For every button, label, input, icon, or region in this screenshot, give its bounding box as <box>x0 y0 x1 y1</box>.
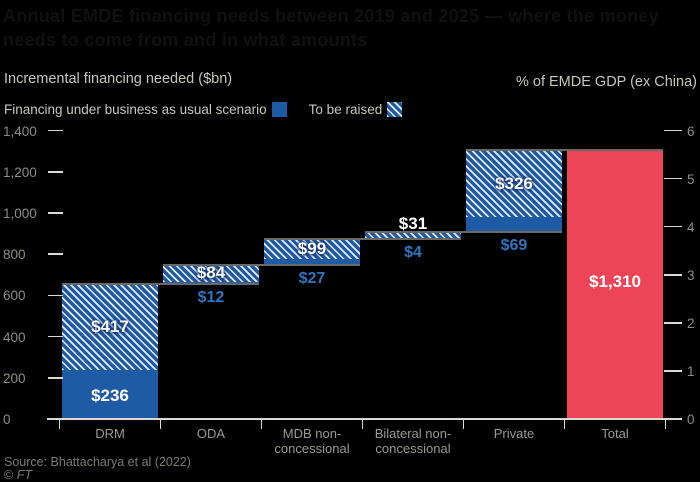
left-axis-tick-label: 0 <box>3 412 11 427</box>
source-note: Source: Bhattacharya et al (2022) <box>4 455 191 469</box>
left-axis-tick <box>48 335 63 338</box>
right-axis-title: % of EMDE GDP (ex China) <box>515 74 697 90</box>
category-label: concessional <box>274 441 350 456</box>
legend-label-bau: Financing under business as usual scenar… <box>4 101 267 117</box>
category-tick <box>58 419 61 429</box>
left-axis-tick-label: 1,000 <box>3 206 37 221</box>
bar-oda-raised <box>163 264 259 282</box>
left-axis-tick-label: 1,400 <box>3 123 37 139</box>
category-label: MDB non- <box>282 426 342 441</box>
right-axis-tick-label: 0 <box>687 412 695 427</box>
legend-swatch-solid <box>271 101 287 117</box>
connector-line <box>466 149 663 152</box>
legend-label-raised: To be raised <box>308 101 383 117</box>
value-label-bau: $69 <box>500 236 528 254</box>
left-axis-tick-label: 200 <box>3 370 26 386</box>
bar-private-raised <box>466 150 562 218</box>
value-label-bau: $236 <box>91 385 129 405</box>
category-tick <box>563 419 566 429</box>
chart-title-line2: needs to come from and in what amounts <box>3 30 368 50</box>
right-axis-tick <box>664 322 682 324</box>
value-label-raised: $417 <box>91 317 129 337</box>
ft-copyright: © FT <box>4 468 32 482</box>
connector-line <box>264 237 461 240</box>
left-axis-tick-label: 400 <box>3 329 26 345</box>
right-axis-tick <box>664 177 682 180</box>
right-axis-tick-label: 1 <box>687 363 695 379</box>
value-label-raised: $326 <box>495 173 533 193</box>
category-label: Total <box>601 426 629 441</box>
connector-line <box>163 263 360 266</box>
left-axis-tick <box>48 171 63 173</box>
category-label: Private <box>493 426 535 441</box>
category-tick <box>361 419 364 429</box>
value-label-bau: $12 <box>197 289 225 307</box>
category-tick <box>462 419 465 429</box>
right-axis-tick <box>664 274 682 276</box>
category-tick <box>159 419 162 429</box>
chart-title-line1: Annual EMDE financing needs between 2019… <box>3 6 659 26</box>
value-label-bau: $4 <box>404 243 422 261</box>
right-axis-tick <box>664 370 682 372</box>
bar-drm-raised <box>62 284 158 371</box>
left-axis-tick-label: 600 <box>3 288 26 304</box>
left-axis-tick <box>48 377 63 379</box>
category-label: DRM <box>95 426 125 441</box>
connector-line <box>365 230 562 233</box>
left-axis-tick <box>48 129 63 132</box>
right-axis-tick-label: 4 <box>687 219 695 235</box>
category-tick <box>664 419 667 429</box>
value-label-bau: $27 <box>298 269 326 287</box>
bar-private-bau <box>466 217 562 232</box>
left-axis-tick <box>48 294 63 297</box>
right-axis-tick-label: 2 <box>687 315 695 331</box>
left-axis-tick-label: 800 <box>3 247 26 263</box>
category-label: Bilateral non- <box>374 426 452 441</box>
bar-mdb-non-concessional-raised <box>264 238 360 260</box>
connector-line <box>62 283 259 286</box>
right-axis-tick-label: 5 <box>687 171 695 187</box>
legend-swatch-hatch <box>387 101 403 117</box>
copyright-symbol: © <box>4 468 14 482</box>
category-label: concessional <box>375 441 451 456</box>
right-axis-tick <box>664 225 682 228</box>
bar-total <box>567 149 663 419</box>
left-axis-tick <box>48 253 63 255</box>
category-label: ODA <box>196 426 226 441</box>
category-tick <box>260 419 263 429</box>
bar-bilateral-non-concessional-raised <box>365 231 461 238</box>
left-axis-tick-label: 1,200 <box>3 164 37 180</box>
left-axis-tick <box>48 212 63 214</box>
value-label-total: $1,310 <box>588 272 641 292</box>
right-axis-tick <box>664 129 682 132</box>
x-axis-line <box>47 418 682 420</box>
value-label-raised: $99 <box>297 238 327 258</box>
value-label-raised: $84 <box>196 263 226 283</box>
left-axis-title: Incremental financing needed ($bn) <box>4 71 233 87</box>
bar-oda-bau <box>163 282 259 285</box>
right-axis-tick-label: 3 <box>687 267 695 283</box>
right-axis-tick-label: 6 <box>687 123 695 139</box>
bar-drm-bau <box>62 370 158 419</box>
bar-mdb-non-concessional-bau <box>264 259 360 265</box>
legend: Financing under business as usual scenar… <box>4 101 403 117</box>
ft-brand: FT <box>16 468 32 482</box>
value-label-raised: $31 <box>398 214 428 234</box>
